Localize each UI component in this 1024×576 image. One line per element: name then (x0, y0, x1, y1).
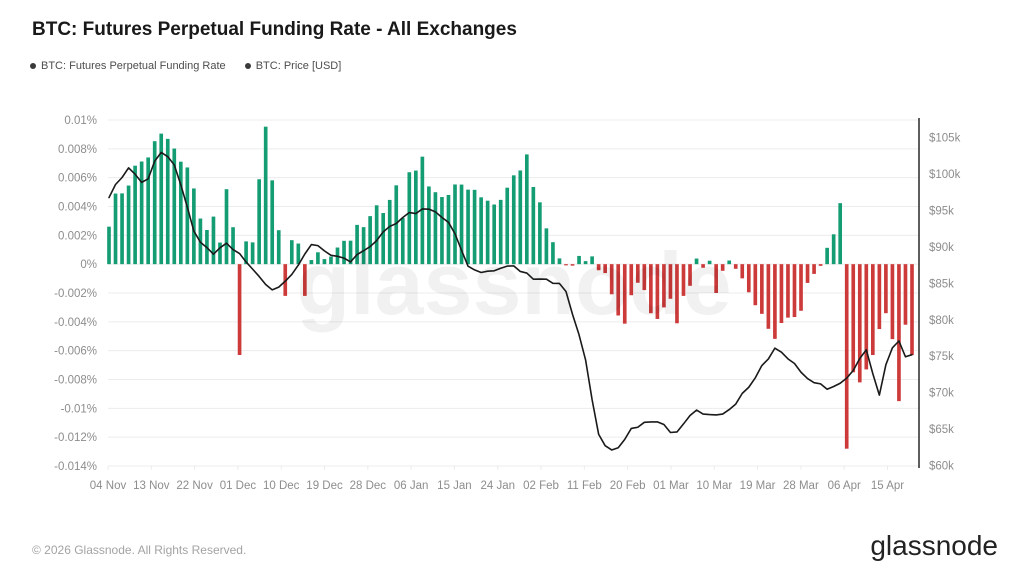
svg-text:$95k: $95k (929, 206, 954, 218)
svg-text:10 Dec: 10 Dec (263, 480, 300, 492)
svg-text:glassnode: glassnode (296, 234, 731, 333)
svg-text:$80k: $80k (929, 315, 954, 327)
svg-text:28 Dec: 28 Dec (350, 480, 387, 492)
svg-text:22 Nov: 22 Nov (176, 480, 213, 492)
svg-text:$75k: $75k (929, 351, 954, 363)
svg-text:-0.012%: -0.012% (54, 432, 97, 444)
svg-text:06 Apr: 06 Apr (828, 480, 861, 492)
svg-text:13 Nov: 13 Nov (133, 480, 170, 492)
svg-text:$85k: $85k (929, 278, 954, 290)
svg-text:20 Feb: 20 Feb (610, 480, 646, 492)
svg-text:02 Feb: 02 Feb (523, 480, 559, 492)
svg-text:10 Mar: 10 Mar (696, 480, 732, 492)
svg-text:-0.01%: -0.01% (61, 403, 97, 415)
svg-text:-0.002%: -0.002% (54, 288, 97, 300)
svg-text:01 Dec: 01 Dec (220, 480, 257, 492)
svg-text:15 Apr: 15 Apr (871, 480, 904, 492)
svg-text:0.006%: 0.006% (58, 173, 97, 185)
svg-text:04 Nov: 04 Nov (90, 480, 127, 492)
svg-text:0.004%: 0.004% (58, 202, 97, 214)
svg-text:0.008%: 0.008% (58, 144, 97, 156)
svg-text:15 Jan: 15 Jan (437, 480, 472, 492)
svg-text:-0.006%: -0.006% (54, 346, 97, 358)
svg-text:-0.004%: -0.004% (54, 317, 97, 329)
svg-text:01 Mar: 01 Mar (653, 480, 689, 492)
svg-text:$70k: $70k (929, 388, 954, 400)
svg-text:0%: 0% (80, 259, 97, 271)
svg-text:0.002%: 0.002% (58, 230, 97, 242)
svg-text:19 Mar: 19 Mar (740, 480, 776, 492)
svg-text:11 Feb: 11 Feb (567, 480, 602, 492)
svg-text:$65k: $65k (929, 424, 954, 436)
svg-text:24 Jan: 24 Jan (480, 480, 515, 492)
svg-text:06 Jan: 06 Jan (394, 480, 429, 492)
svg-text:28 Mar: 28 Mar (783, 480, 819, 492)
svg-text:$100k: $100k (929, 169, 961, 181)
svg-text:-0.008%: -0.008% (54, 375, 97, 387)
svg-text:-0.014%: -0.014% (54, 461, 97, 473)
svg-text:0.01%: 0.01% (64, 115, 97, 127)
svg-text:$60k: $60k (929, 460, 954, 472)
svg-text:$90k: $90k (929, 242, 954, 254)
svg-text:$105k: $105k (929, 133, 961, 145)
svg-text:19 Dec: 19 Dec (306, 480, 343, 492)
